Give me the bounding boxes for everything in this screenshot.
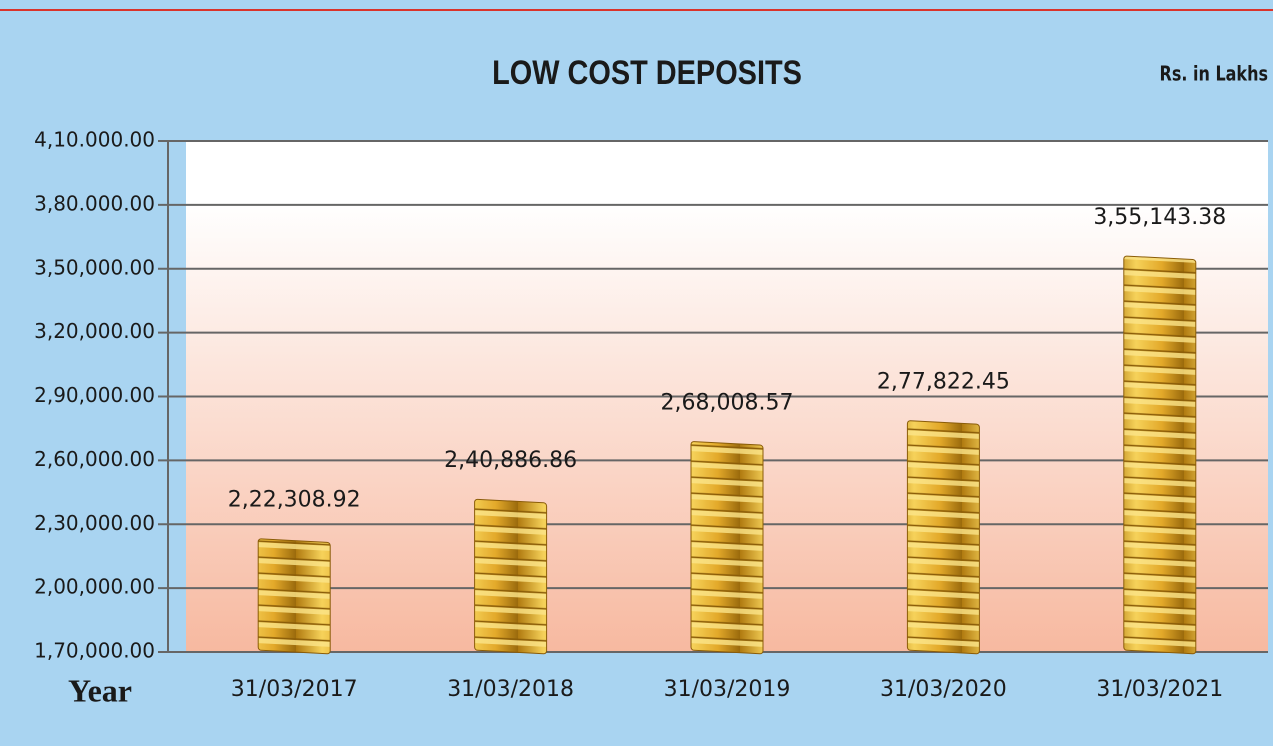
data-label: 2,68,008.57 bbox=[661, 390, 794, 415]
y-tick-label: 2,60,000.00 bbox=[34, 447, 155, 471]
x-tick-label: 31/03/2020 bbox=[880, 677, 1007, 702]
y-tick-label: 4,10.000.00 bbox=[34, 128, 155, 152]
bar bbox=[906, 420, 980, 655]
bar bbox=[1123, 255, 1197, 655]
unit-note: Rs. in Lakhs bbox=[1160, 63, 1268, 86]
x-tick-label: 31/03/2019 bbox=[664, 677, 791, 702]
data-label: 2,22,308.92 bbox=[228, 488, 361, 513]
bar bbox=[690, 441, 764, 655]
y-tick-label: 1,70,000.00 bbox=[34, 639, 155, 663]
x-tick-label: 31/03/2021 bbox=[1096, 677, 1223, 702]
data-label: 3,55,143.38 bbox=[1093, 205, 1226, 230]
x-tick-label: 31/03/2018 bbox=[447, 677, 574, 702]
y-tick-label: 2,00,000.00 bbox=[34, 575, 155, 599]
data-label: 2,40,886.86 bbox=[444, 448, 577, 473]
y-tick-label: 2,90,000.00 bbox=[34, 383, 155, 407]
chart-title: LOW COST DEPOSITS bbox=[492, 53, 802, 92]
data-label: 2,77,822.45 bbox=[877, 369, 1010, 394]
y-tick-label: 3,20,000.00 bbox=[34, 319, 155, 343]
y-tick-label: 2,30,000.00 bbox=[34, 511, 155, 535]
x-tick-label: 31/03/2017 bbox=[231, 677, 358, 702]
y-tick-label: 3,50,000.00 bbox=[34, 255, 155, 279]
bar bbox=[257, 538, 331, 655]
x-axis-label: Year bbox=[68, 672, 132, 708]
bar bbox=[474, 498, 548, 655]
y-tick-label: 3,80.000.00 bbox=[34, 191, 155, 215]
